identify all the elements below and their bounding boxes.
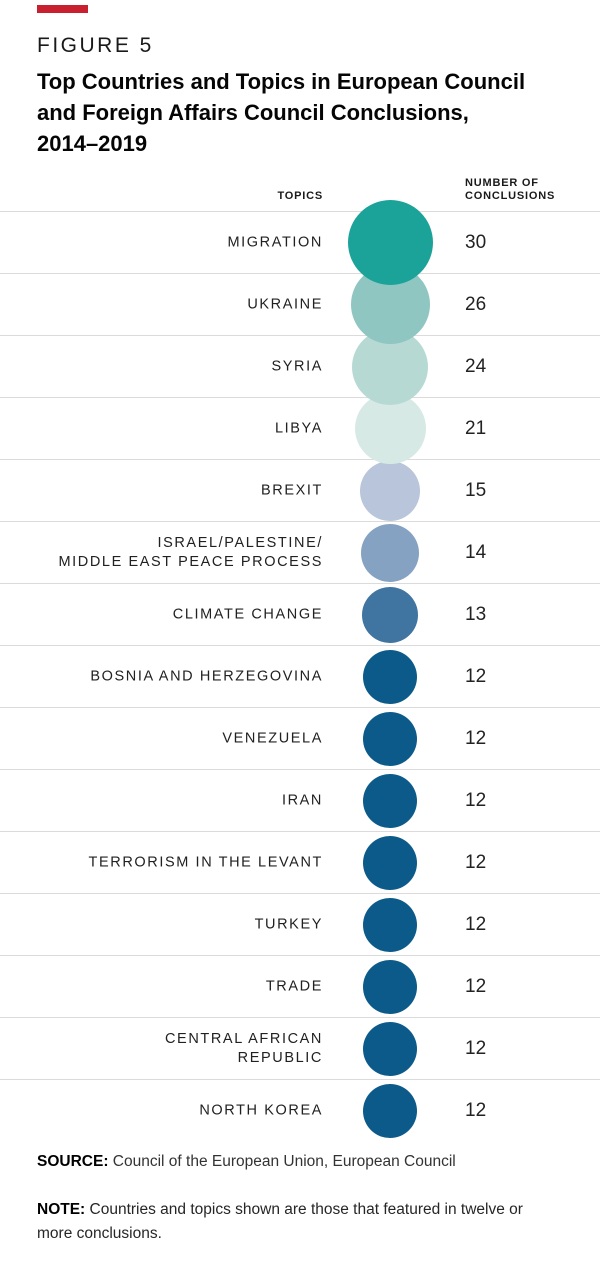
topic-bubble (347, 200, 433, 285)
source-label: SOURCE: (37, 1153, 109, 1170)
topic-bubble (361, 523, 419, 582)
table-row: TERRORISM IN THE LEVANT 12 (0, 831, 600, 893)
count-column-header-line: CONCLUSIONS (465, 190, 556, 202)
topic-bubble (363, 835, 417, 890)
figure-title: Top Countries and Topics in European Cou… (37, 66, 597, 159)
conclusion-count: 12 (465, 789, 487, 811)
figure-title-line: and Foreign Affairs Council Conclusions, (37, 100, 469, 125)
table-row: VENEZUELA 12 (0, 707, 600, 769)
topic-bubble (363, 773, 417, 828)
conclusion-count: 12 (465, 975, 487, 997)
conclusion-count: 30 (465, 231, 487, 253)
conclusion-count: 14 (465, 541, 487, 563)
source-text: Council of the European Union, European … (112, 1153, 456, 1170)
conclusion-count: 15 (465, 479, 487, 501)
topic-label: MIGRATION (227, 234, 323, 250)
table-row: TRADE 12 (0, 955, 600, 1017)
table-row: BOSNIA AND HERZEGOVINA 12 (0, 645, 600, 707)
note-line: NOTE: Countries and topics shown are tho… (37, 1198, 561, 1246)
table-row: CLIMATE CHANGE 13 (0, 583, 600, 645)
topics-column-header: TOPICS (277, 190, 323, 202)
topic-bubble (354, 393, 426, 464)
topic-bubble (363, 1021, 417, 1076)
figure-number-label: FIGURE 5 (37, 34, 154, 57)
topic-label: LIBYA (274, 420, 323, 436)
table-row: UKRAINE 26 (0, 265, 600, 344)
topic-label: CLIMATE CHANGE (172, 606, 323, 622)
conclusion-count: 24 (465, 355, 487, 377)
topic-bubble (363, 711, 417, 766)
conclusion-count: 21 (465, 417, 487, 439)
topic-label: UKRAINE (247, 296, 323, 312)
table-row: MIGRATION 30 (0, 200, 600, 285)
topic-bubble (363, 897, 417, 952)
table-row: TURKEY 12 (0, 893, 600, 955)
topic-label: IRAN (281, 792, 323, 808)
conclusion-count: 13 (465, 603, 487, 625)
table-row: SYRIA 24 (0, 328, 600, 405)
conclusion-count: 26 (465, 293, 487, 315)
topic-label: VENEZUELA (222, 730, 323, 746)
topic-label: TRADE (265, 978, 323, 994)
count-column-header-line: NUMBER OF (465, 177, 539, 189)
topic-label: SYRIA (271, 358, 323, 374)
table-row: BREXIT 15 (0, 459, 600, 521)
source-line: SOURCE: Council of the European Union, E… (37, 1150, 577, 1174)
conclusion-count: 12 (465, 1037, 487, 1059)
conclusion-count: 12 (465, 913, 487, 935)
note-text: Countries and topics shown are those tha… (37, 1201, 523, 1242)
table-row: LIBYA 21 (0, 393, 600, 464)
table-row: IRAN 12 (0, 769, 600, 831)
topic-label: TERRORISM IN THE LEVANT (88, 854, 323, 870)
note-label: NOTE: (37, 1201, 86, 1218)
topic-bubble (363, 959, 417, 1014)
topic-label: BREXIT (261, 482, 323, 498)
count-column-header: NUMBER OF CONCLUSIONS (465, 177, 555, 203)
topic-bubble (362, 586, 418, 643)
topic-label: BOSNIA AND HERZEGOVINA (90, 668, 323, 684)
topic-bubble (360, 460, 420, 521)
conclusion-count: 12 (465, 665, 487, 687)
conclusion-count: 12 (465, 727, 487, 749)
topic-bubble (363, 649, 417, 704)
figure-title-line: Top Countries and Topics in European Cou… (37, 69, 526, 94)
topic-label: TURKEY (254, 916, 323, 932)
bubble-table: MIGRATION 30 UKRAINE 26 SYRIA 24 LIBYA 21 BREXIT… (0, 200, 600, 1141)
conclusion-count: 12 (465, 851, 487, 873)
red-accent-bar (37, 5, 88, 13)
topic-label: NORTH KOREA (199, 1102, 323, 1118)
topic-bubble (363, 1083, 417, 1138)
conclusion-count: 12 (465, 1099, 487, 1121)
table-row: CENTRAL AFRICAN REPUBLIC 12 (0, 1017, 600, 1079)
topic-label: CENTRAL AFRICAN REPUBLIC (164, 1030, 323, 1066)
figure-title-line: 2014–2019 (37, 131, 148, 156)
table-row: NORTH KOREA 12 (0, 1079, 600, 1141)
table-row: ISRAEL/PALESTINE/MIDDLE EAST PEACE PROCE… (0, 521, 600, 583)
topic-label: ISRAEL/PALESTINE/MIDDLE EAST PEACE PROCE… (58, 534, 323, 570)
